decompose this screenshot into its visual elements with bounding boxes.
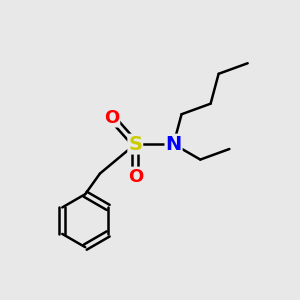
Text: O: O (104, 109, 119, 127)
Text: O: O (128, 167, 143, 185)
Text: S: S (128, 135, 142, 154)
Text: N: N (165, 135, 182, 154)
